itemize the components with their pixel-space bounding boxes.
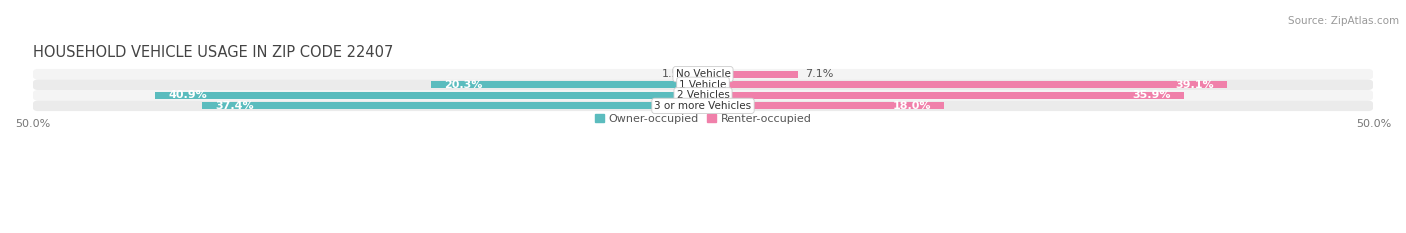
FancyBboxPatch shape [32,69,1374,79]
FancyBboxPatch shape [32,101,1374,111]
Text: 7.1%: 7.1% [804,69,834,79]
Bar [683,71,703,78]
Text: No Vehicle: No Vehicle [675,69,731,79]
Bar [703,92,1184,99]
Text: 1.5%: 1.5% [661,69,689,79]
Text: 35.9%: 35.9% [1132,90,1171,100]
Bar [201,102,703,110]
Legend: Owner-occupied, Renter-occupied: Owner-occupied, Renter-occupied [591,110,815,129]
FancyBboxPatch shape [32,79,1374,90]
Text: 37.4%: 37.4% [215,101,253,111]
Bar [703,81,1227,88]
Bar [430,81,703,88]
Text: 1 Vehicle: 1 Vehicle [679,80,727,90]
Text: 40.9%: 40.9% [169,90,207,100]
Text: HOUSEHOLD VEHICLE USAGE IN ZIP CODE 22407: HOUSEHOLD VEHICLE USAGE IN ZIP CODE 2240… [32,45,394,60]
Text: 3 or more Vehicles: 3 or more Vehicles [654,101,752,111]
Text: 18.0%: 18.0% [893,101,931,111]
Text: 20.3%: 20.3% [444,80,482,90]
Text: 2 Vehicles: 2 Vehicles [676,90,730,100]
FancyBboxPatch shape [32,90,1374,101]
Text: 39.1%: 39.1% [1175,80,1213,90]
Text: Source: ZipAtlas.com: Source: ZipAtlas.com [1288,16,1399,26]
Bar [703,102,945,110]
Bar [155,92,703,99]
Bar [703,71,799,78]
